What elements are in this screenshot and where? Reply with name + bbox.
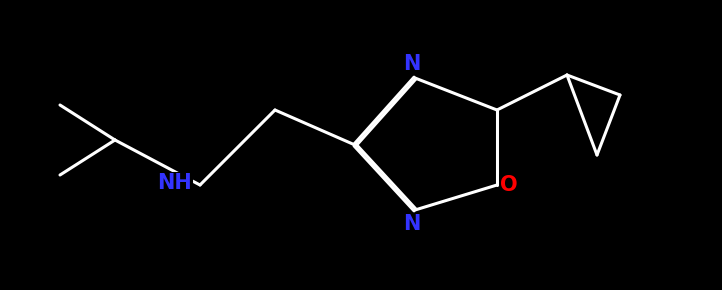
Text: NH: NH — [157, 173, 192, 193]
Text: O: O — [500, 175, 518, 195]
Text: N: N — [404, 54, 421, 74]
Text: N: N — [404, 214, 421, 234]
